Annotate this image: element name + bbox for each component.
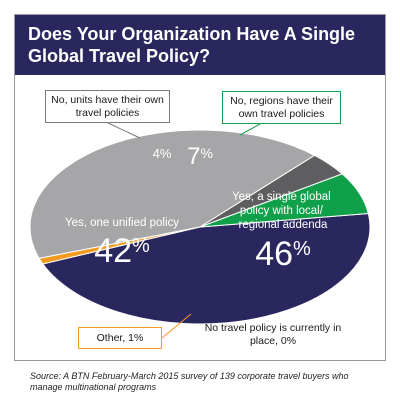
unified-label: Yes, one unified policy (65, 217, 179, 229)
regions-callout: No, regions have their own travel polici… (222, 91, 341, 124)
leader-units (107, 122, 141, 139)
global-label-line-1: Yes, a single global (232, 191, 331, 203)
pie-slice-0 (41, 212, 371, 325)
leader-other (161, 313, 192, 339)
other-callout: Other, 1% (78, 327, 162, 349)
regions-percent: 7% (187, 143, 213, 170)
global-label-line-2: policy with local/ (240, 205, 324, 217)
pie-slice-5 (199, 173, 369, 228)
chart-title: Does Your Organization Have A Single Glo… (28, 24, 356, 66)
global-label-line-3: regional addenda (239, 219, 328, 231)
units-callout: No, units have their own travel policies (45, 90, 170, 123)
unified-percent: 42% (94, 232, 150, 270)
no-policy-note: No travel policy is currently in place, … (204, 322, 342, 347)
global-label: Yes, a single global policy with local/ … (232, 191, 334, 231)
source-note: Source: A BTN February-March 2015 survey… (30, 371, 349, 392)
global-percent: 46% (255, 235, 311, 273)
title-bar: Does Your Organization Have A Single Glo… (15, 15, 385, 75)
units-percent: 4% (153, 146, 172, 161)
leader-regions (239, 123, 261, 136)
pie-slice-3 (29, 129, 316, 259)
